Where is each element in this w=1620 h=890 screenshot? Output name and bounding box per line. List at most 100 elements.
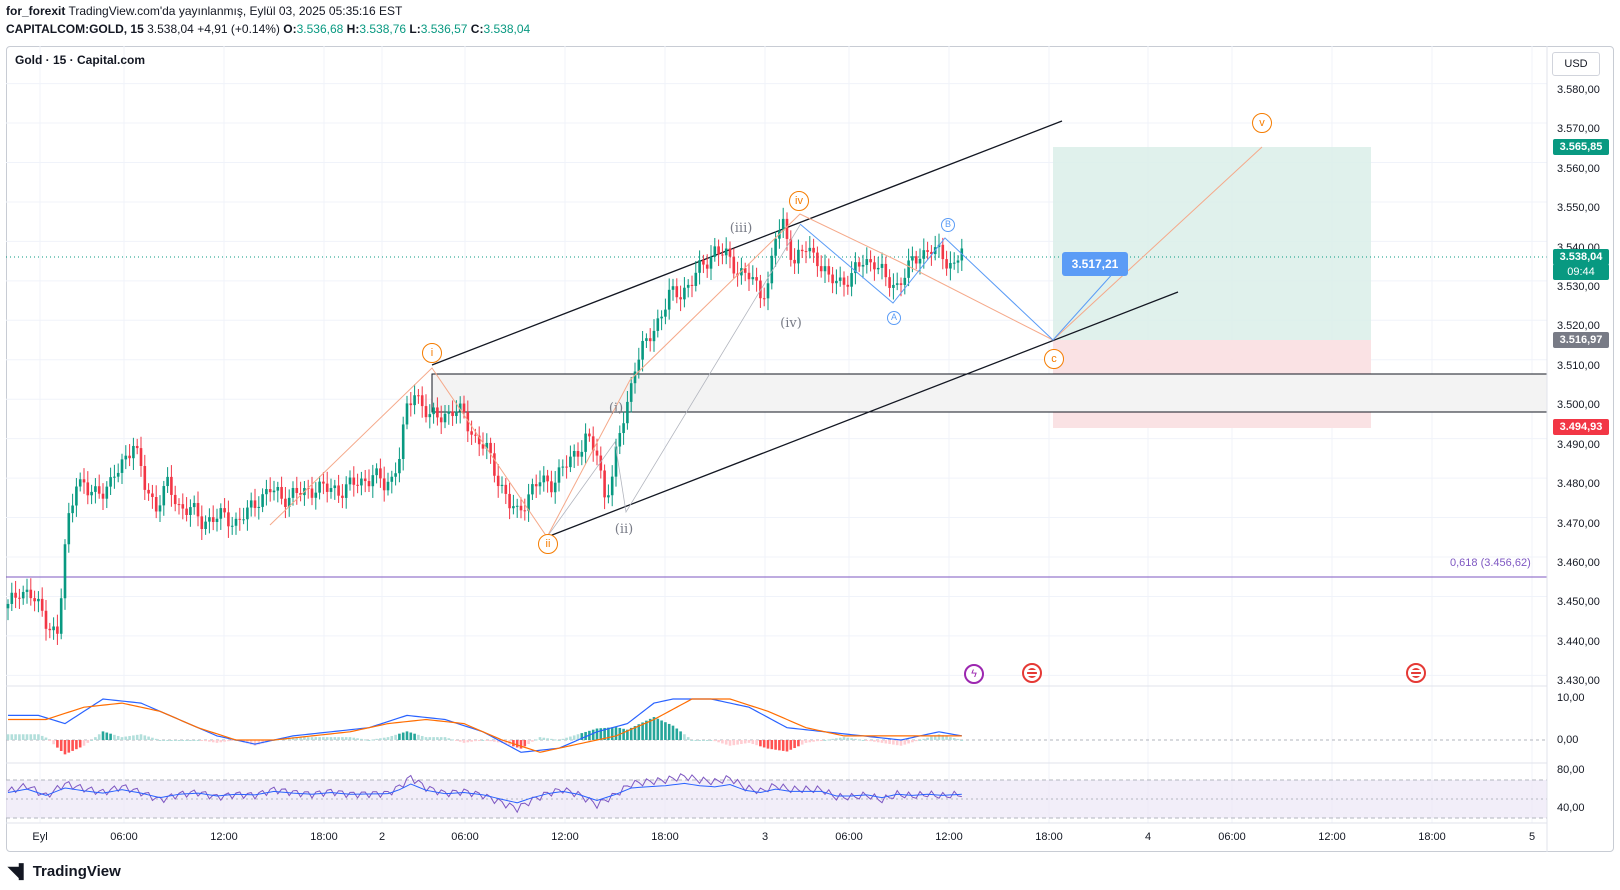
macd-histogram-bar	[808, 740, 812, 743]
candle-body	[211, 517, 215, 522]
candle-body	[667, 289, 671, 310]
candle-body	[941, 244, 945, 260]
close-value: 3.538,04	[483, 22, 531, 36]
macd-histogram-bar	[622, 728, 625, 740]
macd-histogram-bar	[29, 734, 33, 740]
candle-body	[607, 495, 610, 498]
macd-histogram-bar	[876, 740, 880, 743]
macd-histogram-bar	[819, 740, 823, 741]
macd-histogram-bar	[474, 740, 477, 742]
macd-histogram-bar	[147, 736, 150, 740]
macd-histogram-bar	[329, 737, 333, 740]
macd-histogram-bar	[724, 740, 728, 745]
time-tick: 12:00	[210, 831, 238, 843]
author-name[interactable]: for_forexit	[6, 4, 66, 18]
macd-tick: 0,00	[1557, 734, 1579, 746]
rsi-tick: 40,00	[1557, 802, 1585, 814]
candle-body	[865, 259, 869, 265]
price-tick: 3.510,00	[1557, 360, 1600, 372]
macd-histogram-bar	[82, 740, 86, 746]
macd-histogram-bar	[523, 740, 527, 747]
macd-histogram-bar	[124, 736, 128, 740]
macd-histogram-bar	[299, 737, 302, 740]
last-price: 3.538,04	[147, 22, 194, 36]
current-price-tag: 3.538,04	[1553, 249, 1609, 265]
macd-histogram-bar	[344, 737, 348, 740]
macd-histogram-bar	[861, 740, 865, 741]
candle-body	[132, 445, 135, 459]
macd-histogram-bar	[960, 740, 964, 741]
candle-body	[113, 476, 116, 478]
candle-body	[86, 482, 90, 496]
candle-body	[394, 473, 397, 477]
price-tick: 3.520,00	[1557, 320, 1600, 332]
candle-body	[151, 493, 154, 498]
flash-event-icon[interactable]: ϟ	[964, 664, 984, 684]
projection-label[interactable]: 3.517,21	[1062, 252, 1128, 276]
macd-histogram-bar	[428, 737, 432, 740]
subwave-label-i: (i)	[608, 401, 624, 416]
macd-signal-line	[8, 698, 962, 753]
macd-histogram-bar	[291, 737, 295, 740]
candle-body	[956, 260, 960, 263]
candle-body	[6, 603, 10, 609]
macd-histogram-bar	[109, 733, 112, 740]
us-economic-event-icon[interactable]	[1022, 663, 1042, 683]
candle-body	[386, 481, 390, 491]
candle-body	[474, 434, 477, 436]
candle-body	[291, 487, 295, 498]
us-economic-event-icon[interactable]	[1406, 663, 1426, 683]
macd-histogram-bar	[432, 737, 435, 740]
macd-histogram-bar	[740, 740, 743, 745]
candle-body	[78, 479, 82, 487]
candle-body	[519, 505, 523, 511]
candle-body	[52, 626, 55, 631]
tradingview-logo[interactable]: ◥▌ TradingView	[8, 863, 121, 880]
candle-body	[588, 433, 591, 437]
candle-body	[569, 456, 572, 468]
candle-body	[371, 475, 375, 487]
candle-body	[299, 493, 302, 496]
candle-body	[557, 467, 561, 483]
candle-body	[854, 262, 857, 274]
candle-body	[18, 597, 21, 599]
candle-body	[261, 494, 264, 507]
currency-selector[interactable]: USD	[1552, 52, 1600, 76]
price-change: +4,91 (+0.14%)	[197, 22, 280, 36]
candle-body	[455, 411, 458, 417]
candle-body	[633, 371, 637, 384]
candle-body	[546, 475, 549, 482]
chart-frame[interactable]	[6, 46, 1614, 852]
candle-body	[215, 518, 219, 522]
candle-body	[135, 445, 139, 449]
macd-histogram-bar	[660, 720, 663, 740]
candle-body	[439, 417, 443, 423]
macd-histogram-bar	[584, 731, 587, 740]
low-value: 3.536,57	[420, 22, 468, 36]
macd-histogram-bar	[447, 738, 451, 740]
macd-histogram-bar	[10, 734, 14, 740]
wave-label-iii-iv: iv	[789, 191, 809, 211]
macd-histogram-bar	[542, 737, 546, 740]
macd-histogram-bar	[417, 734, 420, 740]
low-label: L:	[409, 22, 421, 36]
macd-histogram-bar	[576, 734, 580, 740]
price-tick: 3.460,00	[1557, 557, 1600, 569]
stop-price-tag: 3.494,93	[1553, 419, 1609, 435]
candle-body	[721, 254, 724, 256]
macd-histogram-bar	[812, 740, 815, 742]
candle-body	[816, 252, 819, 267]
price-tick: 3.550,00	[1557, 202, 1600, 214]
candle-body	[869, 259, 872, 263]
candle-body	[432, 407, 435, 415]
macd-histogram-bar	[158, 740, 162, 741]
publish-text: TradingView.com'da yayınlanmış, Eylül 03…	[68, 4, 403, 18]
candle-body	[846, 284, 850, 287]
candle-body	[40, 598, 44, 611]
macd-histogram-bar	[348, 737, 352, 740]
candle-body	[945, 259, 948, 269]
macd-histogram-bar	[59, 740, 63, 751]
candle-body	[652, 330, 656, 342]
candle-body	[523, 510, 527, 512]
